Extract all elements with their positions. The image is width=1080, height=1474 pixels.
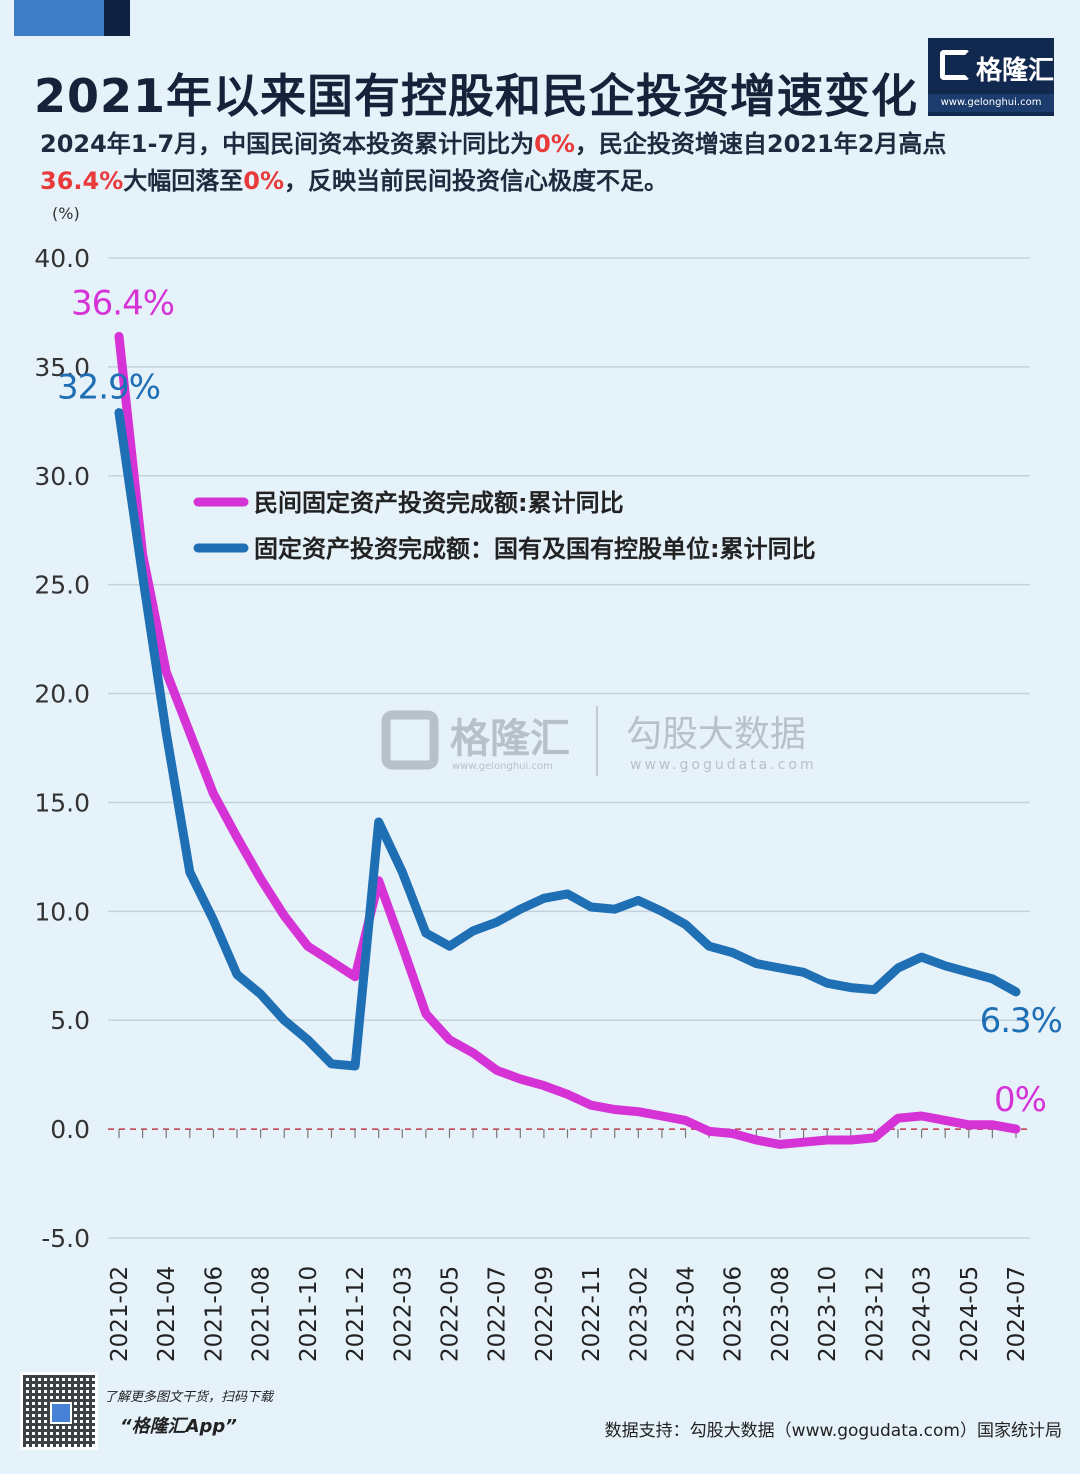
y-tick-label: 20.0 xyxy=(34,680,90,709)
subtitle-highlight: 0% xyxy=(534,130,575,158)
y-tick-label: 35.0 xyxy=(34,353,90,382)
subtitle-text: 2024年1-7月，中国民间资本投资累计同比为 xyxy=(40,130,535,158)
watermark-logo-icon xyxy=(381,710,439,770)
legend-label: 民间固定资产投资完成额:累计同比 xyxy=(254,489,624,517)
subtitle-highlight: 36.4% xyxy=(40,167,124,195)
x-tick-label: 2024-07 xyxy=(1004,1266,1030,1362)
x-tick-label: 2021-12 xyxy=(343,1266,369,1362)
footer-note: 了解更多图文干货，扫码下载 xyxy=(104,1390,274,1405)
brand-url: www.gelonghui.com xyxy=(928,94,1054,112)
x-tick-label: 2022-11 xyxy=(579,1266,605,1362)
x-tick-label: 2023-12 xyxy=(862,1266,888,1362)
y-tick-label: 0.0 xyxy=(50,1115,90,1144)
x-tick-label: 2024-03 xyxy=(910,1266,936,1362)
x-tick-label: 2023-08 xyxy=(768,1266,794,1362)
logo-g-icon xyxy=(940,50,970,80)
x-tick-label: 2021-08 xyxy=(249,1266,275,1362)
qr-code[interactable] xyxy=(20,1372,98,1450)
subtitle-text: 大幅回落至 xyxy=(123,167,244,195)
corner-accent-bar xyxy=(14,0,130,36)
data-source: 数据支持：勾股大数据（www.gogudata.com）国家统计局 xyxy=(604,1421,1062,1441)
watermark-brand-url: www.gelonghui.com xyxy=(452,761,553,772)
data-label: 6.3% xyxy=(980,1001,1062,1041)
y-axis-unit: (%) xyxy=(52,204,80,223)
y-tick-label: 15.0 xyxy=(34,788,90,817)
brand-name: 格隆汇 xyxy=(976,56,1055,86)
page-title: 2021年以来国有控股和民企投资增速变化 xyxy=(34,69,919,123)
x-tick-label: 2023-04 xyxy=(674,1266,700,1362)
x-tick-label: 2022-03 xyxy=(390,1266,416,1362)
x-tick-label: 2023-02 xyxy=(626,1266,652,1362)
x-tick-label: 2023-06 xyxy=(721,1266,747,1362)
subtitle-text: ，反映当前民间投资信心极度不足。 xyxy=(284,167,669,195)
y-tick-label: 40.0 xyxy=(34,244,90,273)
x-tick-label: 2021-04 xyxy=(154,1266,180,1362)
y-tick-label: 10.0 xyxy=(34,897,90,926)
footer-app-name: “格隆汇App” xyxy=(120,1416,237,1437)
subtitle-text: ，民企投资增速自2021年2月高点 xyxy=(574,130,947,158)
y-tick-label: 30.0 xyxy=(34,462,90,491)
series-line-1 xyxy=(114,408,1021,1071)
data-label: 32.9% xyxy=(57,368,160,408)
x-tick-label: 2021-10 xyxy=(296,1266,322,1362)
y-tick-label: 5.0 xyxy=(50,1006,90,1035)
x-tick-label: 2022-07 xyxy=(485,1266,511,1362)
x-tick-label: 2024-05 xyxy=(957,1266,983,1362)
x-tick-label: 2023-10 xyxy=(815,1266,841,1362)
line-chart: 40.0 35.0 30.0 25.0 20.0 15.0 10.0 5.0 0.0 -5.0 格隆… xyxy=(34,244,1063,1362)
data-label: 0% xyxy=(994,1080,1046,1120)
series-line-0 xyxy=(114,331,1021,1149)
brand-logo: 格隆汇 www.gelonghui.com xyxy=(928,38,1054,116)
x-tick-label: 2021-02 xyxy=(107,1266,133,1362)
x-tick-label: 2022-05 xyxy=(437,1266,463,1362)
data-label: 36.4% xyxy=(71,283,174,323)
watermark-partner: 勾股大数据 xyxy=(626,714,806,755)
x-tick-label: 2021-06 xyxy=(201,1266,227,1362)
legend-label: 固定资产投资完成额：国有及国有控股单位:累计同比 xyxy=(254,535,816,563)
subtitle-highlight: 0% xyxy=(243,167,285,195)
y-tick-label: -5.0 xyxy=(41,1224,90,1253)
qr-logo-icon xyxy=(50,1402,72,1424)
y-tick-label: 25.0 xyxy=(34,571,90,600)
subtitle: 2024年1-7月，中国民间资本投资累计同比为0%，民企投资增速自2021年2月… xyxy=(40,126,1040,200)
watermark-partner-url: www.gogudata.com xyxy=(630,757,817,773)
x-tick-label: 2022-09 xyxy=(532,1266,558,1362)
watermark-brand: 格隆汇 xyxy=(450,716,570,762)
